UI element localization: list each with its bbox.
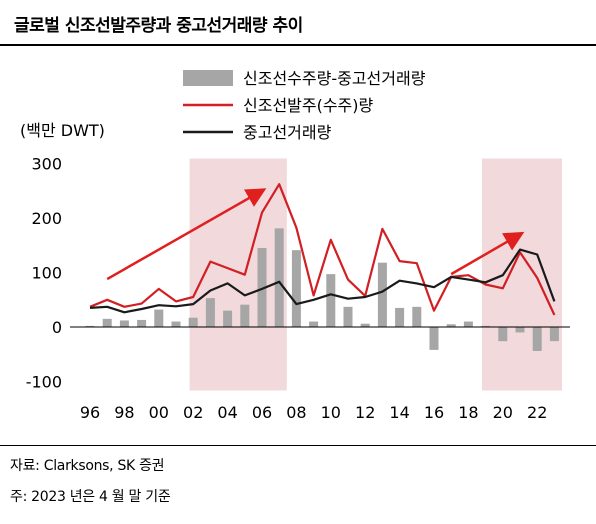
bar-2000 bbox=[154, 309, 164, 327]
line-series bbox=[89, 183, 556, 316]
legend-label: 신조선발주(수주)량 bbox=[243, 96, 374, 115]
footnote: 주: 2023 년은 4 월 말 기준 bbox=[10, 489, 171, 505]
bar-2017 bbox=[446, 324, 456, 327]
bar-2010 bbox=[326, 274, 336, 327]
bar-1997 bbox=[102, 318, 112, 327]
bar-2021 bbox=[515, 327, 525, 333]
x-tick-label: 14 bbox=[389, 403, 409, 422]
y-tick-label: 200 bbox=[31, 209, 62, 228]
bar-2020 bbox=[498, 327, 508, 342]
x-tick-label: 96 bbox=[80, 403, 100, 422]
bar-2011 bbox=[343, 306, 353, 327]
bar-2004 bbox=[223, 310, 233, 327]
bar-2015 bbox=[412, 306, 422, 327]
bar-2002 bbox=[188, 317, 198, 327]
page-title: 글로벌 신조선발주량과 중고선거래량 추이 bbox=[14, 16, 303, 36]
bar-2013 bbox=[377, 262, 387, 327]
bar-1996 bbox=[85, 325, 95, 327]
bar-2009 bbox=[309, 321, 319, 327]
bar-1998 bbox=[119, 320, 129, 327]
x-tick-label: 02 bbox=[183, 403, 203, 422]
bar-2001 bbox=[171, 321, 181, 327]
x-tick-label: 00 bbox=[149, 403, 169, 422]
bar-2006 bbox=[257, 247, 267, 327]
trend-arrow-2 bbox=[450, 231, 525, 276]
y-tick-label: 100 bbox=[31, 264, 62, 283]
secondhand-trade-line bbox=[89, 248, 556, 314]
x-tick-label: 18 bbox=[458, 403, 478, 422]
y-tick-label: 300 bbox=[31, 155, 62, 174]
trend-arrow-1 bbox=[106, 188, 267, 281]
bar-2019 bbox=[481, 325, 491, 327]
shaded-period-2 bbox=[482, 158, 562, 391]
trend-arrows bbox=[106, 188, 525, 281]
bar-2007 bbox=[274, 228, 284, 327]
y-axis-unit-label: (백만 DWT) bbox=[20, 121, 105, 140]
y-tick-labels: 300 200 100 0 -100 bbox=[26, 155, 62, 392]
y-tick-label: -100 bbox=[26, 373, 62, 392]
x-tick-label: 16 bbox=[424, 403, 444, 422]
footer-divider bbox=[0, 445, 596, 446]
x-tick-label: 10 bbox=[321, 403, 341, 422]
legend-label: 중고선거래량 bbox=[243, 123, 332, 142]
bar-2023 bbox=[549, 327, 559, 342]
bar-series bbox=[85, 228, 559, 351]
legend-swatch-bar bbox=[183, 70, 233, 86]
x-tick-label: 98 bbox=[114, 403, 134, 422]
bar-2022 bbox=[532, 327, 542, 351]
bar-2012 bbox=[360, 323, 370, 327]
bar-2008 bbox=[291, 250, 301, 327]
legend-label: 신조선수주량-중고선거래량 bbox=[243, 69, 426, 88]
title-divider bbox=[0, 44, 596, 46]
x-tick-label: 06 bbox=[252, 403, 272, 422]
x-tick-label: 22 bbox=[527, 403, 547, 422]
x-tick-labels: 96 98 00 02 04 06 08 10 12 14 16 18 20 22 bbox=[80, 403, 548, 422]
x-tick-label: 04 bbox=[217, 403, 237, 422]
bar-2014 bbox=[395, 307, 405, 327]
bar-2003 bbox=[205, 298, 215, 327]
bar-2005 bbox=[240, 304, 250, 327]
bar-1999 bbox=[137, 319, 147, 327]
y-tick-label: 0 bbox=[52, 318, 62, 337]
x-tick-label: 08 bbox=[286, 403, 306, 422]
source-note: 자료: Clarksons, SK 증권 bbox=[10, 458, 165, 474]
x-tick-label: 12 bbox=[355, 403, 375, 422]
x-tick-label: 20 bbox=[493, 403, 513, 422]
bar-2018 bbox=[463, 321, 473, 327]
shaded-regions bbox=[189, 158, 562, 391]
bar-2016 bbox=[429, 327, 439, 350]
